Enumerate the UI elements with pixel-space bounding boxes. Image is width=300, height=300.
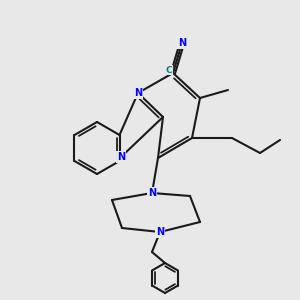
Text: C: C: [166, 65, 172, 74]
Text: N: N: [134, 88, 142, 98]
Text: N: N: [148, 188, 156, 198]
Text: N: N: [156, 227, 164, 237]
Text: N: N: [117, 152, 125, 162]
Text: N: N: [178, 38, 186, 48]
